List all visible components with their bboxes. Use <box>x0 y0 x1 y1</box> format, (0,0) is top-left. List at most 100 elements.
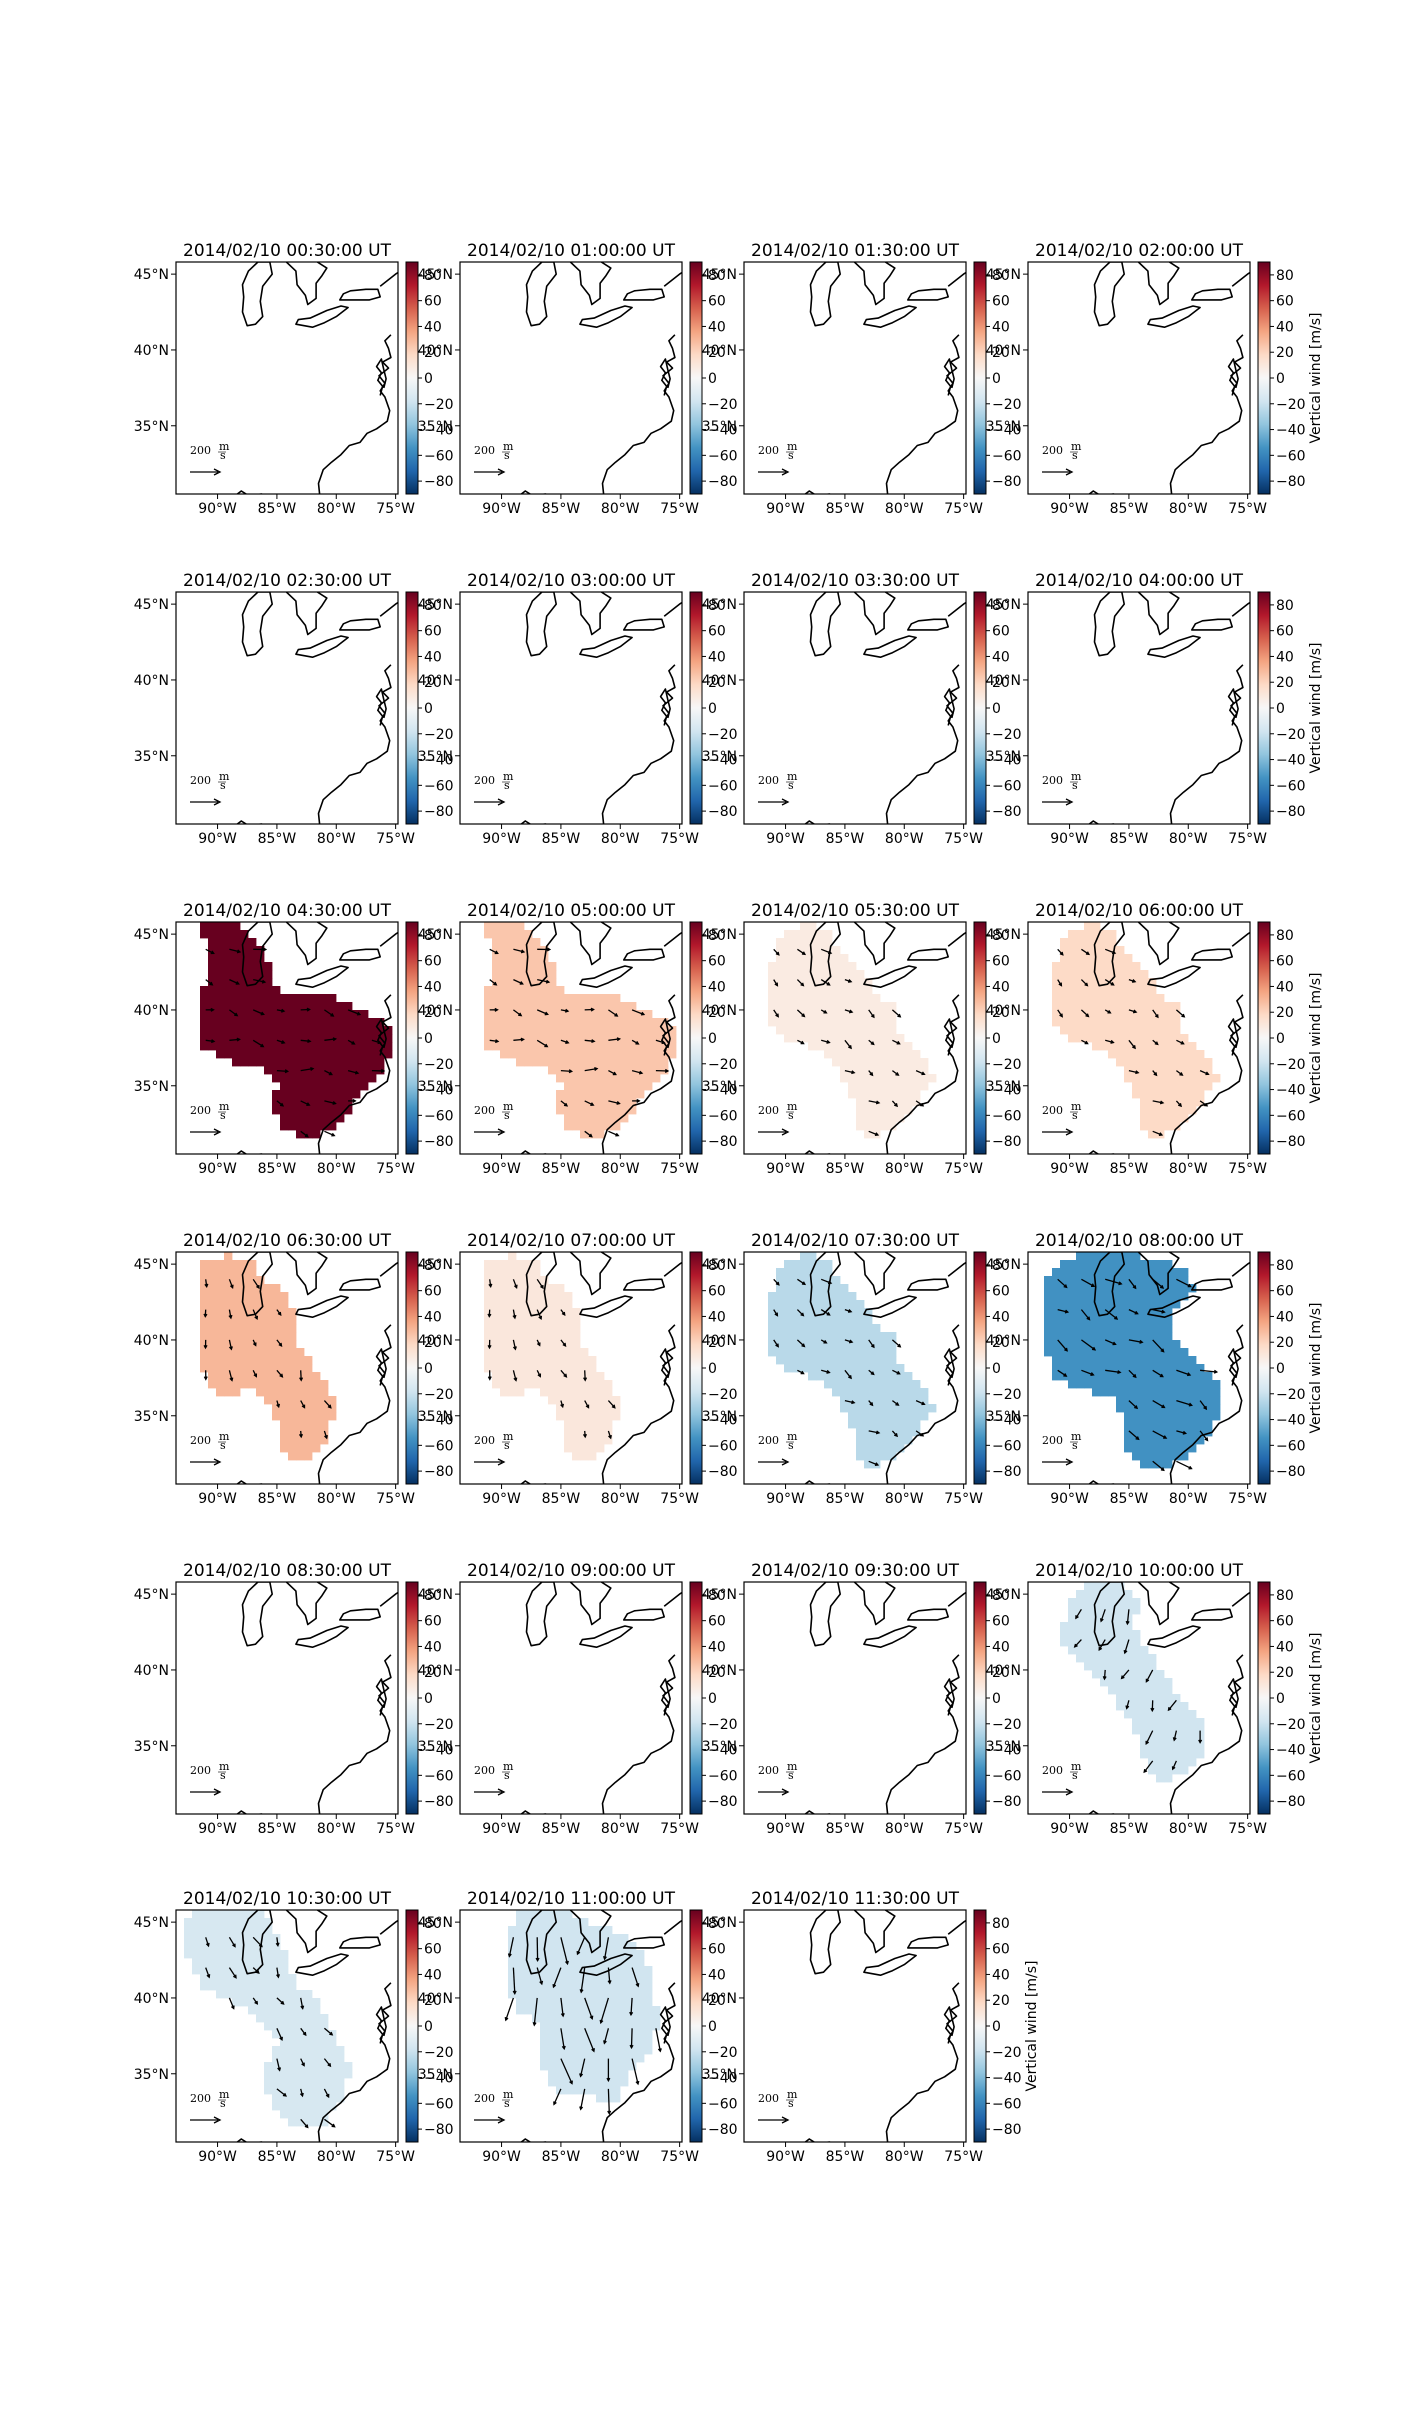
wind-arrow <box>608 1070 617 1076</box>
data-cell <box>1068 1018 1077 1027</box>
data-cell <box>328 2078 337 2087</box>
data-cell <box>508 1364 517 1373</box>
data-cell <box>644 2014 653 2023</box>
data-cell <box>564 1910 573 1919</box>
coastlines <box>1088 592 1250 824</box>
data-cell <box>296 2070 305 2079</box>
data-cell <box>500 1010 509 1019</box>
wind-arrow-head <box>1159 1373 1164 1378</box>
data-cell <box>516 1332 525 1341</box>
lake-huron-line <box>1137 1252 1180 1296</box>
wind-arrow-head <box>331 2123 336 2128</box>
data-cell <box>492 1372 501 1381</box>
data-cell <box>864 1412 873 1421</box>
lat-tick-label: 35°N <box>134 1079 169 1095</box>
data-cell <box>596 1998 605 2007</box>
data-cell <box>636 1074 645 1083</box>
wind-arrow-head <box>893 1103 899 1108</box>
data-cell <box>840 1010 849 1019</box>
data-cell <box>304 2086 313 2095</box>
data-cell <box>208 962 217 971</box>
data-cell <box>1164 1726 1173 1735</box>
data-cell <box>1164 1766 1173 1775</box>
lake-erie-line <box>863 1953 917 1976</box>
wind-arrow-head <box>301 1404 306 1409</box>
wind-arrow <box>607 2088 610 2114</box>
data-cell <box>548 1324 557 1333</box>
data-cell <box>864 1106 873 1115</box>
data-cell <box>604 1942 613 1951</box>
data-cell <box>1068 1622 1077 1631</box>
data-cell <box>1084 1614 1093 1623</box>
data-cell <box>1084 1646 1093 1655</box>
data-cell <box>1124 1050 1133 1059</box>
lake-erie-line <box>295 305 349 328</box>
data-cell <box>572 1074 581 1083</box>
data-cell <box>1076 1380 1085 1389</box>
data-cell <box>1148 1050 1157 1059</box>
data-cell <box>516 1026 525 1035</box>
data-cell <box>800 1308 809 1317</box>
data-cell <box>912 1388 921 1397</box>
data-cell <box>628 2046 637 2055</box>
wind-arrow-head <box>775 951 780 956</box>
data-cell <box>484 1276 493 1285</box>
data-cell <box>580 1034 589 1043</box>
data-cell <box>296 1404 305 1413</box>
lake-michigan-line <box>241 592 273 657</box>
data-cell <box>240 1050 249 1059</box>
data-cell <box>1180 1742 1189 1751</box>
data-cell <box>1188 1058 1197 1067</box>
data-cell <box>572 1332 581 1341</box>
colorbar-tick-label: 20 <box>424 345 442 361</box>
wind-arrow-head <box>494 1039 500 1044</box>
data-cell <box>596 1122 605 1131</box>
data-cell <box>1140 1710 1149 1719</box>
data-cell <box>328 1018 337 1027</box>
colorbar-tick-label: −20 <box>992 1057 1022 1073</box>
data-cell <box>532 2014 541 2023</box>
data-cell <box>532 946 541 955</box>
data-cell <box>1164 1718 1173 1727</box>
reference-arrow-unit-den: s <box>1072 1109 1078 1122</box>
colorbar-bar <box>689 261 703 495</box>
data-cell <box>508 994 517 1003</box>
colorbar-tick-label: 80 <box>1276 1588 1294 1604</box>
data-cell <box>1156 1340 1165 1349</box>
lat-tick-label: 35°N <box>702 1739 737 1755</box>
data-cell <box>224 1268 233 1277</box>
data-cell <box>224 1002 233 1011</box>
colorbar-tick-label: 0 <box>424 1031 433 1047</box>
data-cell <box>824 1034 833 1043</box>
wind-arrow <box>1172 1760 1177 1770</box>
data-cell <box>192 1918 201 1927</box>
data-cell <box>776 938 785 947</box>
lake-huron-line <box>285 592 328 636</box>
wind-arrow-head <box>1131 979 1137 983</box>
wind-arrow-head <box>1110 981 1115 986</box>
data-cell <box>280 1300 289 1309</box>
data-cell <box>240 1340 249 1349</box>
colorbar-tick-label: −20 <box>424 1387 454 1403</box>
data-cell <box>200 1910 209 1919</box>
data-cell <box>1172 1300 1181 1309</box>
wind-arrow <box>1128 1400 1138 1409</box>
colorbar-tick-label: 40 <box>424 1967 442 1983</box>
wind-arrow-head <box>1198 1739 1203 1744</box>
reference-arrow-unit-den: s <box>220 1439 226 1452</box>
data-cell <box>1108 1654 1117 1663</box>
data-cell <box>524 930 533 939</box>
data-cell <box>272 1026 281 1035</box>
data-cell <box>248 938 257 947</box>
wind-arrow-head <box>539 1980 544 1986</box>
data-cell <box>588 1974 597 1983</box>
wind-arrow <box>323 1400 332 1409</box>
lon-tick-label: 85°W <box>1110 1491 1149 1507</box>
data-cell <box>224 1958 233 1967</box>
wind-arrow <box>1081 1369 1094 1376</box>
wind-arrow <box>1121 1669 1130 1679</box>
data-cell <box>1076 1276 1085 1285</box>
data-cell <box>604 1106 613 1115</box>
data-cell <box>864 1066 873 1075</box>
data-cell <box>1180 1348 1189 1357</box>
